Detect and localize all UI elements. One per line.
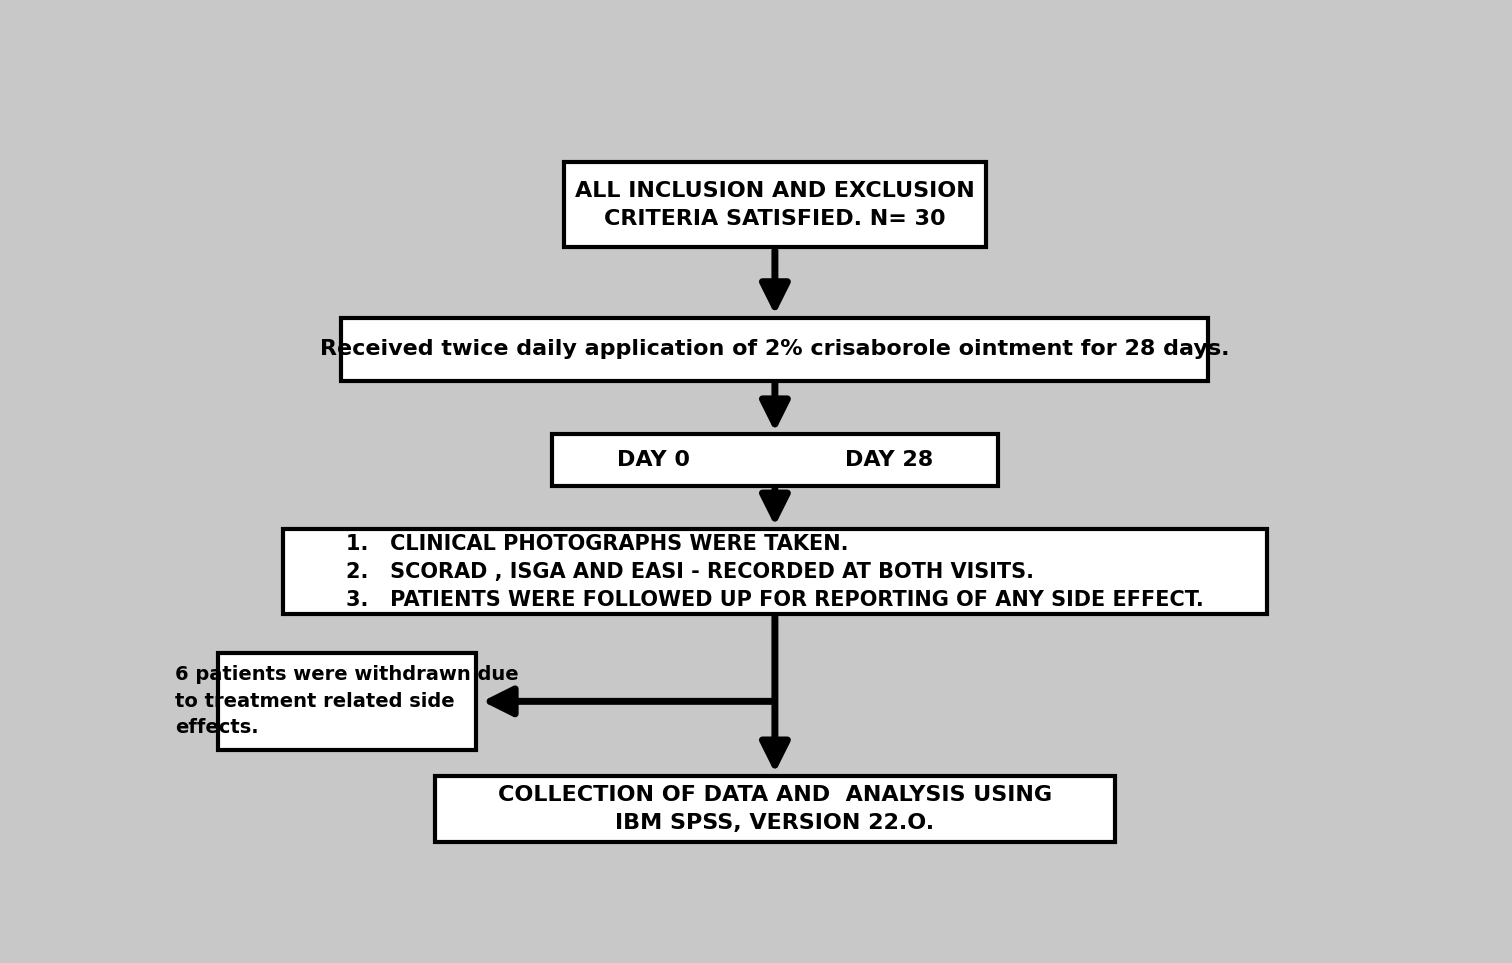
Text: DAY 0                    DAY 28: DAY 0 DAY 28	[617, 451, 933, 470]
FancyBboxPatch shape	[552, 434, 998, 486]
Text: 1.   CLINICAL PHOTOGRAPHS WERE TAKEN.
2.   SCORAD , ISGA AND EASI - RECORDED AT : 1. CLINICAL PHOTOGRAPHS WERE TAKEN. 2. S…	[346, 534, 1204, 610]
FancyBboxPatch shape	[435, 775, 1114, 843]
FancyBboxPatch shape	[564, 162, 986, 247]
FancyBboxPatch shape	[342, 318, 1208, 380]
FancyBboxPatch shape	[218, 653, 476, 749]
Text: 6 patients were withdrawn due
to treatment related side
effects.: 6 patients were withdrawn due to treatme…	[175, 665, 519, 738]
Text: ALL INCLUSION AND EXCLUSION
CRITERIA SATISFIED. N= 30: ALL INCLUSION AND EXCLUSION CRITERIA SAT…	[575, 180, 975, 228]
Text: Received twice daily application of 2% crisaborole ointment for 28 days.: Received twice daily application of 2% c…	[321, 339, 1229, 359]
FancyBboxPatch shape	[283, 529, 1267, 614]
Text: COLLECTION OF DATA AND  ANALYSIS USING
IBM SPSS, VERSION 22.O.: COLLECTION OF DATA AND ANALYSIS USING IB…	[497, 785, 1052, 833]
